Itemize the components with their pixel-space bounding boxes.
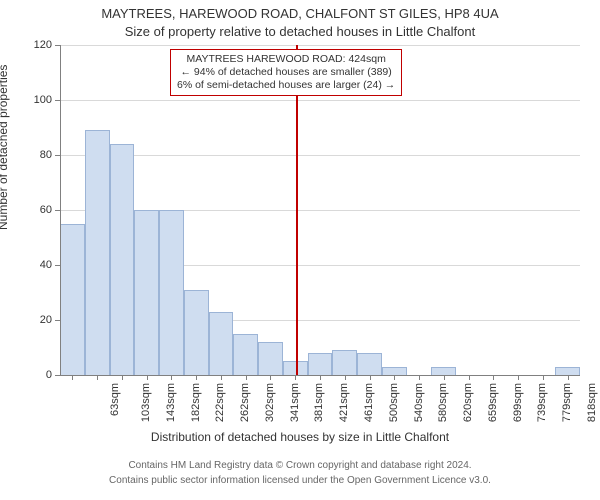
x-tick-label: 421sqm: [338, 383, 350, 422]
y-tick-label: 100: [22, 94, 52, 106]
histogram-bar: [159, 210, 184, 375]
histogram-bar: [134, 210, 159, 375]
x-tick-label: 540sqm: [413, 383, 425, 422]
histogram-bar: [357, 353, 382, 375]
info-box: MAYTREES HAREWOOD ROAD: 424sqm← 94% of d…: [170, 49, 402, 96]
info-box-line: MAYTREES HAREWOOD ROAD: 424sqm: [177, 53, 395, 66]
x-tick-label: 341sqm: [289, 383, 301, 422]
x-tick-label: 818sqm: [586, 383, 598, 422]
x-tick-label: 222sqm: [215, 383, 227, 422]
gridline: [60, 155, 580, 156]
x-tick-label: 143sqm: [165, 383, 177, 422]
x-tick-label: 620sqm: [462, 383, 474, 422]
x-tick-label: 63sqm: [109, 383, 121, 416]
x-axis-label: Distribution of detached houses by size …: [0, 430, 600, 444]
y-tick-label: 20: [22, 314, 52, 326]
histogram-bar: [85, 130, 110, 375]
histogram-bar: [258, 342, 283, 375]
y-tick-label: 0: [22, 369, 52, 381]
x-tick-label: 182sqm: [190, 383, 202, 422]
histogram-bar: [184, 290, 209, 375]
chart-title-sub: Size of property relative to detached ho…: [0, 24, 600, 39]
histogram-bar: [209, 312, 234, 375]
footer-line-2: Contains public sector information licen…: [0, 475, 600, 486]
y-axis-label: Number of detached properties: [0, 65, 10, 230]
histogram-bar: [233, 334, 258, 375]
histogram-bar: [60, 224, 85, 375]
x-tick-label: 699sqm: [512, 383, 524, 422]
x-tick-label: 262sqm: [239, 383, 251, 422]
x-tick-label: 500sqm: [388, 383, 400, 422]
y-axis-line: [60, 45, 61, 375]
y-tick-label: 80: [22, 149, 52, 161]
info-box-line: ← 94% of detached houses are smaller (38…: [177, 66, 395, 79]
y-tick-label: 120: [22, 39, 52, 51]
histogram-bar: [110, 144, 135, 375]
x-tick-label: 659sqm: [487, 383, 499, 422]
histogram-bar: [283, 361, 308, 375]
histogram-bar: [332, 350, 357, 375]
plot-area: 02040608010012063sqm103sqm143sqm182sqm22…: [60, 45, 580, 375]
footer-line-1: Contains HM Land Registry data © Crown c…: [0, 460, 600, 471]
x-tick-label: 302sqm: [264, 383, 276, 422]
gridline: [60, 45, 580, 46]
x-tick-label: 103sqm: [140, 383, 152, 422]
y-tick-label: 60: [22, 204, 52, 216]
info-box-line: 6% of semi-detached houses are larger (2…: [177, 79, 395, 92]
histogram-bar: [382, 367, 407, 375]
y-tick-label: 40: [22, 259, 52, 271]
chart-title-main: MAYTREES, HAREWOOD ROAD, CHALFONT ST GIL…: [0, 6, 600, 21]
x-tick-label: 739sqm: [536, 383, 548, 422]
gridline: [60, 100, 580, 101]
x-tick-label: 580sqm: [437, 383, 449, 422]
histogram-bar: [308, 353, 333, 375]
x-tick-label: 779sqm: [561, 383, 573, 422]
chart-container: MAYTREES, HAREWOOD ROAD, CHALFONT ST GIL…: [0, 0, 600, 500]
x-tick-label: 461sqm: [363, 383, 375, 422]
x-axis-line: [60, 375, 580, 376]
x-tick-label: 381sqm: [314, 383, 326, 422]
histogram-bar: [555, 367, 580, 375]
histogram-bar: [431, 367, 456, 375]
